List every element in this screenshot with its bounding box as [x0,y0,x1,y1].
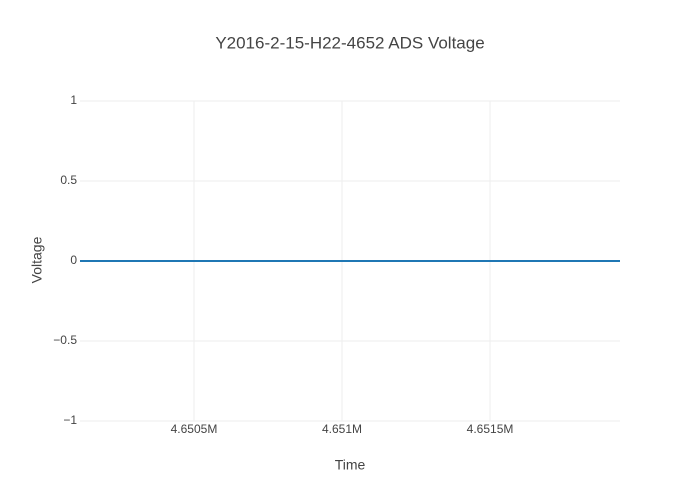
y-tick-label: 1 [70,93,77,107]
y-tick-label: −1 [63,413,77,427]
y-axis-title: Voltage [29,236,45,283]
x-tick-label: 4.6515M [467,422,514,436]
y-tick-label: −0.5 [53,333,77,347]
x-tick-label: 4.651M [322,422,362,436]
x-axis-title: Time [335,457,366,473]
chart-title: Y2016-2-15-H22-4652 ADS Voltage [215,33,484,52]
y-tick-label: 0.5 [60,173,77,187]
x-tick-label: 4.6505M [171,422,218,436]
y-tick-label: 0 [70,253,77,267]
